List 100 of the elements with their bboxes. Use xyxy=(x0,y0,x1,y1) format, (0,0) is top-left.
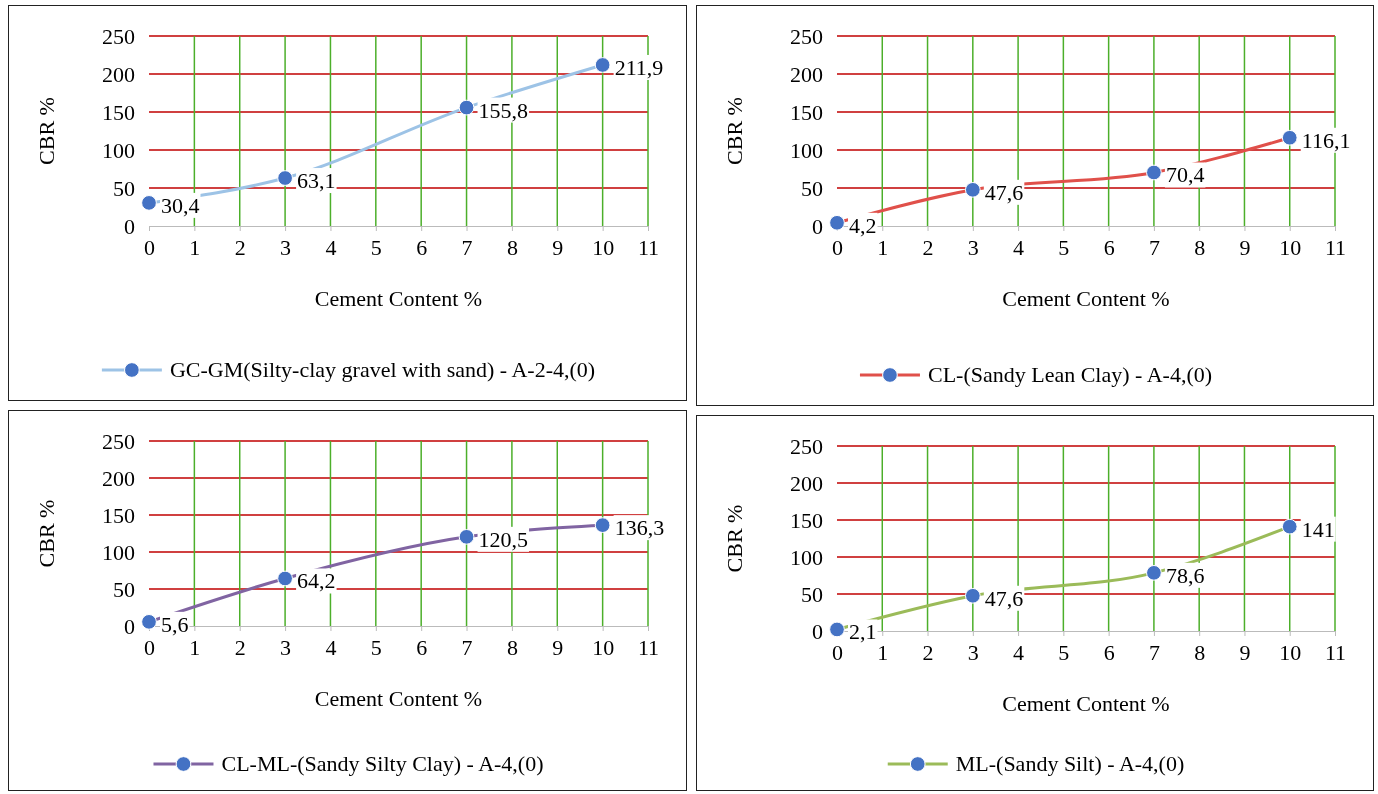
x-tick-label: 7 xyxy=(461,234,473,260)
x-tick-label: 8 xyxy=(1194,639,1206,665)
y-tick-label: 250 xyxy=(790,433,823,459)
point xyxy=(458,528,475,545)
x-tick-label: 6 xyxy=(416,234,428,260)
x-tick-label: 9 xyxy=(1239,639,1251,665)
point xyxy=(594,57,611,73)
x-tick-label: 2 xyxy=(922,234,934,260)
y-tick-label: 250 xyxy=(790,23,823,49)
legend-label: ML-(Sandy Silt) - A-4,(0) xyxy=(955,751,1185,776)
x-tick-label: 1 xyxy=(877,234,889,260)
data-label: 211,9 xyxy=(614,54,664,80)
x-tick-label: 0 xyxy=(144,234,155,260)
x-axis-title: Cement Content % xyxy=(314,286,483,311)
point xyxy=(964,181,981,198)
data-label: 116,1 xyxy=(1301,127,1351,153)
x-tick-label: 2 xyxy=(234,634,246,660)
x-tick-label: 3 xyxy=(967,234,979,260)
data-label: 47,6 xyxy=(984,179,1024,205)
x-tick-label: 4 xyxy=(325,634,337,660)
point xyxy=(829,621,845,638)
x-axis-title: Cement Content % xyxy=(1002,286,1170,311)
data-label: 4,2 xyxy=(849,212,877,238)
y-tick-label: 150 xyxy=(102,99,135,125)
y-tick-label: 50 xyxy=(113,576,135,602)
data-label: 70,4 xyxy=(1165,162,1205,188)
y-tick-label: 200 xyxy=(790,470,823,496)
legend-label: GC-GM(Silty-clay gravel with sand) - A-2-4,(0) xyxy=(169,357,596,382)
x-tick-label: 7 xyxy=(461,634,473,660)
x-tick-label: 1 xyxy=(189,234,201,260)
x-tick-label: 2 xyxy=(922,639,934,665)
data-label: 2,1 xyxy=(849,619,877,645)
data-label: 155,8 xyxy=(478,97,529,123)
point xyxy=(141,195,157,211)
y-tick-label: 200 xyxy=(790,61,823,87)
y-tick-label: 0 xyxy=(124,213,135,239)
x-tick-label: 5 xyxy=(1058,234,1070,260)
point xyxy=(1146,164,1162,181)
point xyxy=(1281,518,1298,535)
data-label: 5,6 xyxy=(161,611,189,637)
y-axis-title: CBR % xyxy=(34,499,59,568)
y-tick-label: 100 xyxy=(790,544,823,570)
x-tick-label: 0 xyxy=(144,634,155,660)
x-tick-label: 4 xyxy=(1013,639,1025,665)
x-tick-label: 10 xyxy=(592,634,615,660)
point xyxy=(277,570,293,587)
x-tick-label: 10 xyxy=(1279,639,1302,665)
point xyxy=(964,587,981,604)
x-tick-label: 0 xyxy=(832,639,843,665)
data-label: 64,2 xyxy=(297,568,336,594)
y-tick-label: 100 xyxy=(790,137,823,163)
data-label: 120,5 xyxy=(478,526,529,552)
x-tick-label: 10 xyxy=(1279,234,1302,260)
point xyxy=(1146,564,1162,581)
x-tick-label: 10 xyxy=(592,234,615,260)
y-tick-label: 250 xyxy=(102,428,135,454)
x-tick-label: 7 xyxy=(1148,639,1160,665)
x-tick-label: 1 xyxy=(189,634,201,660)
x-tick-label: 11 xyxy=(637,234,660,260)
data-label: 30,4 xyxy=(161,192,200,218)
point xyxy=(458,99,475,116)
x-tick-label: 1 xyxy=(877,639,889,665)
data-label: 47,6 xyxy=(984,585,1024,611)
x-tick-label: 11 xyxy=(1324,639,1347,665)
x-tick-label: 8 xyxy=(1194,234,1206,260)
x-axis-title: Cement Content % xyxy=(314,686,483,711)
x-tick-label: 4 xyxy=(325,234,337,260)
point xyxy=(594,517,611,533)
y-tick-label: 50 xyxy=(801,175,823,201)
y-tick-label: 150 xyxy=(102,502,135,528)
point xyxy=(1281,129,1298,146)
y-axis-title: CBR % xyxy=(34,97,59,165)
point xyxy=(829,214,845,231)
data-label: 141 xyxy=(1301,516,1335,542)
x-tick-label: 6 xyxy=(416,634,428,660)
y-tick-label: 200 xyxy=(102,61,135,87)
x-tick-label: 8 xyxy=(506,634,518,660)
x-tick-label: 5 xyxy=(370,234,382,260)
x-tick-label: 5 xyxy=(370,634,382,660)
y-axis-title: CBR % xyxy=(722,504,747,573)
x-tick-label: 4 xyxy=(1013,234,1025,260)
y-tick-label: 50 xyxy=(113,175,135,201)
y-tick-label: 100 xyxy=(102,137,135,163)
x-tick-label: 3 xyxy=(280,234,292,260)
x-tick-label: 9 xyxy=(552,234,564,260)
y-tick-label: 200 xyxy=(102,465,135,491)
x-tick-label: 11 xyxy=(1324,234,1347,260)
y-tick-label: 250 xyxy=(102,23,135,49)
point xyxy=(277,170,293,186)
y-tick-label: 150 xyxy=(790,507,823,533)
point xyxy=(141,614,157,630)
x-tick-label: 3 xyxy=(967,639,979,665)
x-tick-label: 8 xyxy=(506,234,518,260)
x-tick-label: 0 xyxy=(832,234,843,260)
x-tick-label: 11 xyxy=(637,634,660,660)
y-tick-label: 150 xyxy=(790,99,823,125)
legend-label: CL-ML-(Sandy Silty Clay) - A-4,(0) xyxy=(221,751,544,776)
data-label: 63,1 xyxy=(297,168,336,194)
data-label: 78,6 xyxy=(1165,562,1205,588)
x-tick-label: 7 xyxy=(1148,234,1160,260)
